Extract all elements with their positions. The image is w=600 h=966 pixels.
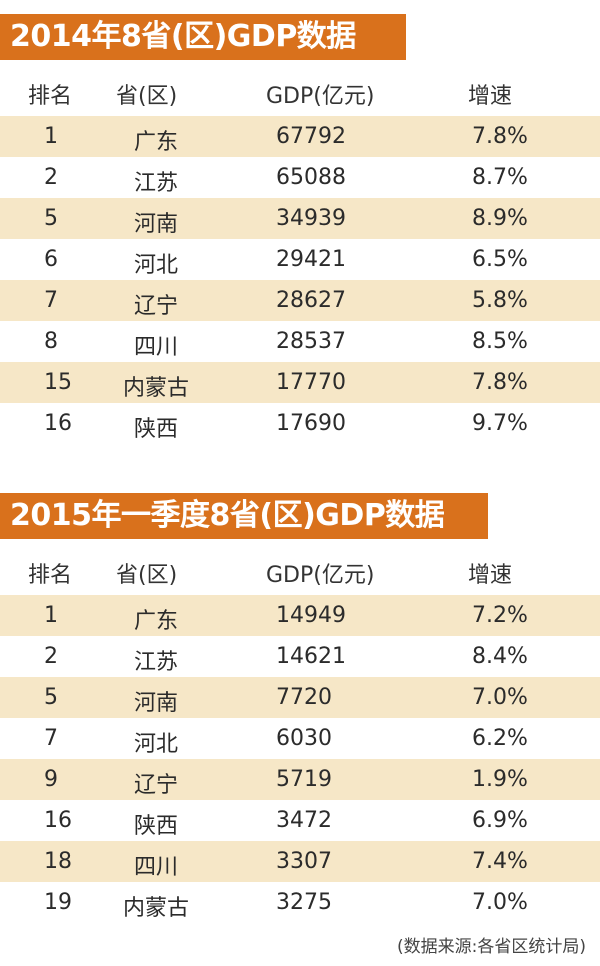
cell-growth: 9.7% (472, 411, 528, 436)
table-title-2014: 2014年8省(区)GDP数据 (0, 14, 406, 60)
table-body-2014: 1 广东 67792 7.8% 2 江苏 65088 8.7% 5 河南 34939 8.9% 6 河北 2… (0, 116, 600, 444)
cell-growth: 6.5% (472, 247, 528, 272)
cell-gdp: 7720 (276, 685, 332, 710)
cell-growth: 7.4% (472, 849, 528, 874)
cell-rank: 5 (44, 685, 58, 710)
cell-gdp: 28627 (276, 288, 346, 313)
cell-growth: 1.9% (472, 767, 528, 792)
header-growth: 增速 (468, 84, 513, 109)
cell-province: 内蒙古 (122, 896, 189, 921)
cell-rank: 1 (44, 124, 58, 149)
cell-rank: 18 (44, 849, 72, 874)
table-row: 2 江苏 65088 8.7% (0, 157, 600, 198)
cell-growth: 8.4% (472, 644, 528, 669)
table-row: 2 江苏 14621 8.4% (0, 636, 600, 677)
table-row: 16 陕西 17690 9.7% (0, 403, 600, 444)
cell-gdp: 65088 (276, 165, 346, 190)
cell-province: 辽宁 (133, 773, 178, 798)
cell-growth: 6.9% (472, 808, 528, 833)
cell-rank: 16 (44, 808, 72, 833)
cell-growth: 7.8% (472, 124, 528, 149)
cell-gdp: 3307 (276, 849, 332, 874)
header-gdp: GDP(亿元) (266, 84, 375, 109)
table-row: 9 辽宁 5719 1.9% (0, 759, 600, 800)
table-row: 16 陕西 3472 6.9% (0, 800, 600, 841)
cell-rank: 7 (44, 726, 58, 751)
cell-gdp: 17690 (276, 411, 346, 436)
source-note: (数据来源:各省区统计局) (397, 937, 586, 957)
cell-province: 河北 (133, 253, 178, 278)
cell-rank: 2 (44, 644, 58, 669)
cell-growth: 7.8% (472, 370, 528, 395)
cell-growth: 6.2% (472, 726, 528, 751)
table-body-2015q1: 1 广东 14949 7.2% 2 江苏 14621 8.4% 5 河南 7720 7.0% 7 河北 60… (0, 595, 600, 923)
cell-province: 陕西 (133, 814, 178, 839)
cell-growth: 5.8% (472, 288, 528, 313)
header-rank: 排名 (28, 563, 73, 588)
cell-rank: 1 (44, 603, 58, 628)
cell-gdp: 14949 (276, 603, 346, 628)
table-row: 1 广东 14949 7.2% (0, 595, 600, 636)
cell-gdp: 5719 (276, 767, 332, 792)
cell-province: 辽宁 (133, 294, 178, 319)
header-province: 省(区) (116, 563, 178, 588)
cell-gdp: 3472 (276, 808, 332, 833)
table-row: 7 辽宁 28627 5.8% (0, 280, 600, 321)
cell-province: 河北 (133, 732, 178, 757)
gdp-2014-section: 2014年8省(区)GDP数据 排名 省(区) GDP(亿元) 增速 1 广东 67… (0, 14, 600, 444)
table-row: 8 四川 28537 8.5% (0, 321, 600, 362)
cell-rank: 9 (44, 767, 58, 792)
cell-rank: 15 (44, 370, 72, 395)
cell-gdp: 17770 (276, 370, 346, 395)
cell-growth: 8.5% (472, 329, 528, 354)
cell-growth: 7.0% (472, 890, 528, 915)
cell-province: 江苏 (133, 650, 178, 675)
cell-province: 四川 (133, 335, 178, 360)
table-row: 18 四川 3307 7.4% (0, 841, 600, 882)
table-row: 7 河北 6030 6.2% (0, 718, 600, 759)
cell-gdp: 3275 (276, 890, 332, 915)
table-row: 15 内蒙古 17770 7.8% (0, 362, 600, 403)
header-gdp: GDP(亿元) (266, 563, 375, 588)
cell-growth: 8.9% (472, 206, 528, 231)
table-header-2014: 排名 省(区) GDP(亿元) 增速 (0, 60, 600, 116)
header-province: 省(区) (116, 84, 178, 109)
cell-growth: 7.2% (472, 603, 528, 628)
table-row: 19 内蒙古 3275 7.0% (0, 882, 600, 923)
cell-province: 广东 (133, 130, 178, 155)
gdp-2015q1-section: 2015年一季度8省(区)GDP数据 排名 省(区) GDP(亿元) 增速 1 广… (0, 493, 600, 923)
header-rank: 排名 (28, 84, 73, 109)
cell-rank: 16 (44, 411, 72, 436)
table-title-2015q1: 2015年一季度8省(区)GDP数据 (0, 493, 488, 539)
cell-gdp: 28537 (276, 329, 346, 354)
cell-rank: 8 (44, 329, 58, 354)
cell-gdp: 67792 (276, 124, 346, 149)
cell-gdp: 6030 (276, 726, 332, 751)
table-row: 1 广东 67792 7.8% (0, 116, 600, 157)
cell-province: 陕西 (133, 417, 178, 442)
cell-rank: 5 (44, 206, 58, 231)
cell-province: 广东 (133, 609, 178, 634)
cell-province: 江苏 (133, 171, 178, 196)
cell-gdp: 29421 (276, 247, 346, 272)
table-row: 5 河南 34939 8.9% (0, 198, 600, 239)
cell-growth: 7.0% (472, 685, 528, 710)
cell-gdp: 14621 (276, 644, 346, 669)
cell-rank: 6 (44, 247, 58, 272)
cell-province: 河南 (133, 691, 178, 716)
cell-province: 河南 (133, 212, 178, 237)
cell-growth: 8.7% (472, 165, 528, 190)
cell-rank: 7 (44, 288, 58, 313)
table-row: 5 河南 7720 7.0% (0, 677, 600, 718)
cell-province: 内蒙古 (122, 376, 189, 401)
cell-rank: 2 (44, 165, 58, 190)
table-row: 6 河北 29421 6.5% (0, 239, 600, 280)
table-header-2015q1: 排名 省(区) GDP(亿元) 增速 (0, 539, 600, 595)
cell-gdp: 34939 (276, 206, 346, 231)
cell-rank: 19 (44, 890, 72, 915)
header-growth: 增速 (468, 563, 513, 588)
cell-province: 四川 (133, 855, 178, 880)
